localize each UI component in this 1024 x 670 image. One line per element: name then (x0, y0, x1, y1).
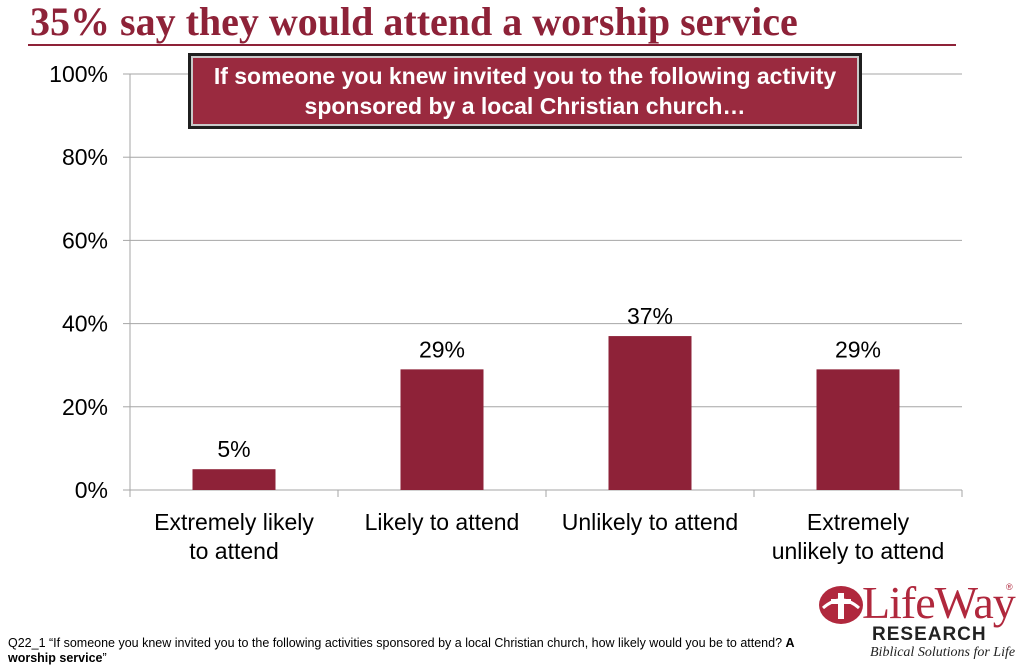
title-underline (28, 44, 956, 46)
x-tick-label: Extremely (807, 509, 910, 535)
x-tick-label: Unlikely to attend (562, 509, 738, 535)
x-tick-label: unlikely to attend (772, 538, 945, 564)
bar (816, 369, 900, 490)
logo-wordmark: LifeWay (862, 577, 1016, 628)
logo-research: RESEARCH (872, 624, 987, 645)
x-tick-label: Extremely likely (154, 509, 314, 535)
footnote-bold: A worship service (8, 636, 795, 665)
footnote-text: Q22_1 “If someone you knew invited you t… (8, 636, 786, 650)
lifeway-research-logo: LifeWay ® RESEARCH Biblical Solutions fo… (818, 578, 1018, 670)
data-label: 29% (835, 336, 881, 362)
slide-title: 35% say they would attend a worship serv… (30, 0, 798, 44)
x-tick-label: to attend (189, 538, 279, 564)
callout-text: If someone you knew invited you to the f… (213, 63, 837, 119)
bar (192, 469, 276, 490)
x-tick-label: Likely to attend (365, 509, 520, 535)
bar (608, 336, 692, 490)
logo-registered-mark: ® (1006, 582, 1013, 592)
footnote: Q22_1 “If someone you knew invited you t… (8, 636, 798, 666)
footnote-close: ” (102, 651, 107, 665)
bar (400, 369, 484, 490)
data-label: 5% (217, 436, 250, 462)
church-cross-icon (819, 586, 863, 624)
y-tick-label: 0% (75, 477, 108, 503)
y-tick-label: 60% (62, 227, 108, 253)
y-tick-label: 40% (62, 311, 108, 337)
logo-tagline: Biblical Solutions for Life (870, 645, 1016, 660)
y-tick-label: 20% (62, 394, 108, 420)
y-tick-label: 100% (49, 61, 108, 87)
data-label: 37% (627, 303, 673, 329)
data-label: 29% (419, 336, 465, 362)
y-tick-label: 80% (62, 144, 108, 170)
question-callout: If someone you knew invited you to the f… (188, 53, 862, 129)
